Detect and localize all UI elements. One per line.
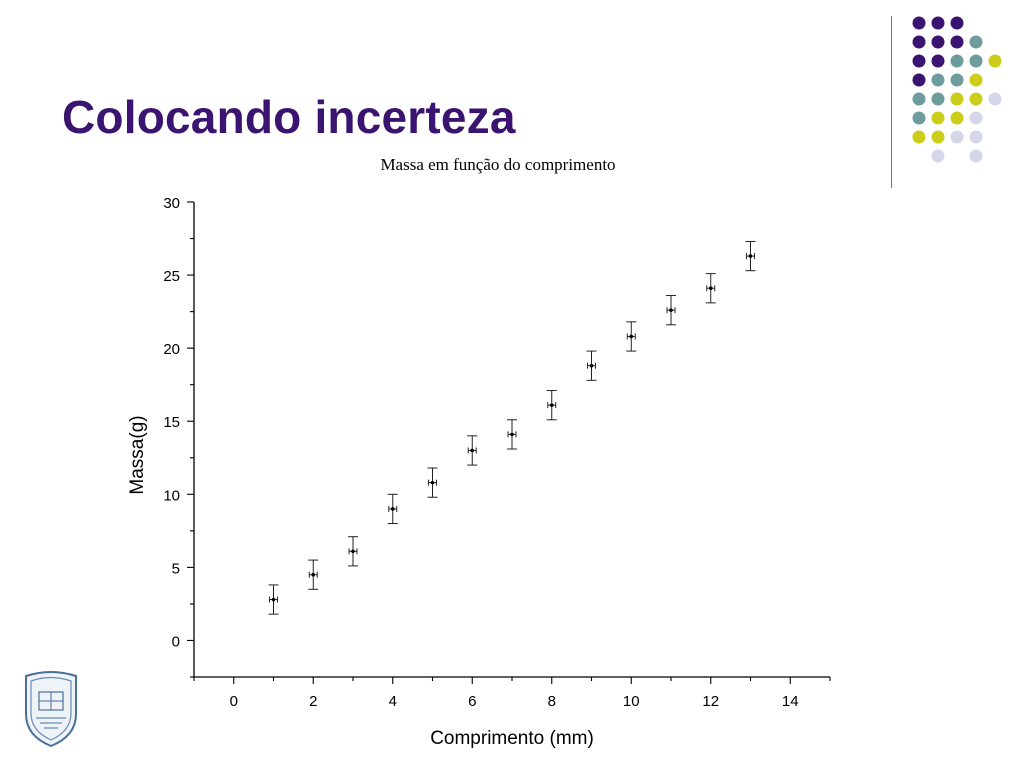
- point-marker: [510, 432, 514, 437]
- data-point: [705, 273, 716, 304]
- data-point: [626, 321, 637, 352]
- y-tick-label: 20: [163, 341, 180, 358]
- decorative-dot: [950, 73, 964, 87]
- x-tick-label: 12: [702, 693, 719, 710]
- y-tick-label: 0: [172, 633, 180, 650]
- decorative-dot: [969, 92, 983, 106]
- point-marker: [271, 597, 276, 602]
- data-point: [507, 419, 517, 450]
- y-tick-label: 25: [163, 268, 180, 285]
- decorative-dot: [988, 54, 1002, 68]
- y-tick-label: 30: [163, 195, 180, 212]
- y-tick-label: 5: [172, 560, 180, 577]
- decorative-dot: [931, 149, 945, 163]
- data-point: [427, 467, 438, 498]
- point-marker: [629, 334, 634, 339]
- x-tick-label: 10: [623, 693, 640, 710]
- decorative-dot: [912, 111, 926, 125]
- decorative-dot: [950, 130, 964, 144]
- slide-title: Colocando incerteza: [62, 91, 516, 143]
- point-marker: [351, 549, 355, 554]
- decorative-dot: [969, 111, 983, 125]
- point-marker: [470, 448, 475, 453]
- y-tick-label: 15: [163, 414, 180, 431]
- decorative-dot: [969, 35, 983, 49]
- decorative-dot: [931, 92, 945, 106]
- chart-axes: 0 5 10 15 20 25 30 0 2 4 6 8 10 12 14: [163, 195, 831, 710]
- decorative-dot: [950, 54, 964, 68]
- data-point: [586, 350, 597, 381]
- decorative-dot: [912, 92, 926, 106]
- point-marker: [669, 308, 673, 312]
- decorative-dot: [931, 54, 945, 68]
- x-tick-label: 0: [230, 693, 238, 710]
- chart-data-points: [268, 240, 756, 615]
- x-tick-label: 14: [782, 693, 799, 710]
- decorative-divider: [891, 16, 892, 188]
- decorative-dot: [950, 16, 964, 30]
- decorative-dot: [950, 92, 964, 106]
- x-tick-label: 6: [468, 693, 476, 710]
- decorative-dot-grid: [912, 16, 1002, 163]
- y-axis-label: Massa(g): [127, 415, 148, 494]
- decorative-dot: [931, 73, 945, 87]
- point-marker: [589, 363, 594, 368]
- point-marker: [549, 403, 554, 407]
- point-marker: [430, 480, 435, 485]
- point-marker: [708, 286, 713, 291]
- data-point: [467, 435, 478, 466]
- decorative-dot: [969, 149, 983, 163]
- chart-title: Massa em função do comprimento: [380, 155, 615, 174]
- decorative-dot: [912, 16, 926, 30]
- data-point: [348, 536, 358, 567]
- decorative-dot: [931, 130, 945, 144]
- decorative-dot: [931, 111, 945, 125]
- decorative-dot: [912, 54, 926, 68]
- x-tick-label: 2: [309, 693, 317, 710]
- y-tick-label: 10: [163, 487, 180, 504]
- data-point: [666, 295, 676, 326]
- x-axis-label: Comprimento (mm): [430, 728, 594, 749]
- point-marker: [748, 254, 753, 258]
- decorative-dot: [931, 16, 945, 30]
- decorative-dot: [912, 73, 926, 87]
- point-marker: [390, 507, 395, 511]
- x-tick-label: 8: [548, 693, 556, 710]
- decorative-dot: [912, 35, 926, 49]
- data-point: [546, 390, 557, 421]
- decorative-dot: [969, 130, 983, 144]
- decorative-dot: [950, 111, 964, 125]
- decorative-dot: [969, 73, 983, 87]
- data-point: [308, 559, 319, 590]
- decorative-dot: [931, 35, 945, 49]
- decorative-dot: [969, 54, 983, 68]
- decorative-dot: [988, 92, 1002, 106]
- point-marker: [311, 572, 316, 577]
- data-point: [745, 240, 756, 272]
- decorative-dot: [950, 35, 964, 49]
- data-point: [268, 584, 279, 615]
- x-tick-label: 4: [389, 693, 397, 710]
- decorative-dot: [912, 130, 926, 144]
- data-point: [387, 493, 398, 525]
- university-seal-icon: [25, 671, 77, 748]
